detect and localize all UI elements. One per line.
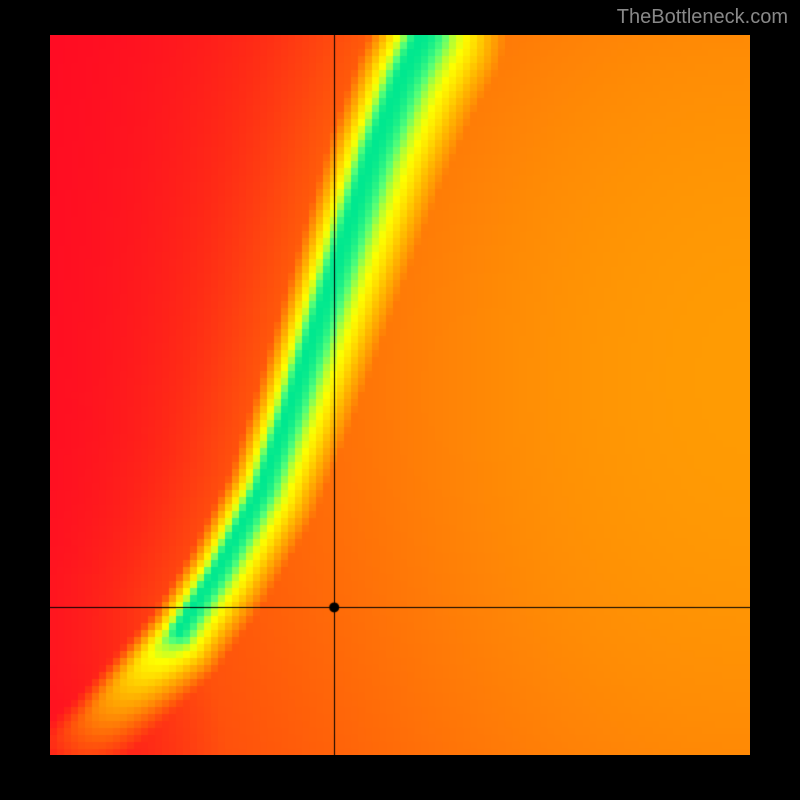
- watermark-text: TheBottleneck.com: [617, 6, 788, 29]
- heatmap-canvas: [50, 35, 750, 755]
- heatmap-plot: [50, 35, 750, 755]
- chart-container: TheBottleneck.com: [0, 0, 800, 800]
